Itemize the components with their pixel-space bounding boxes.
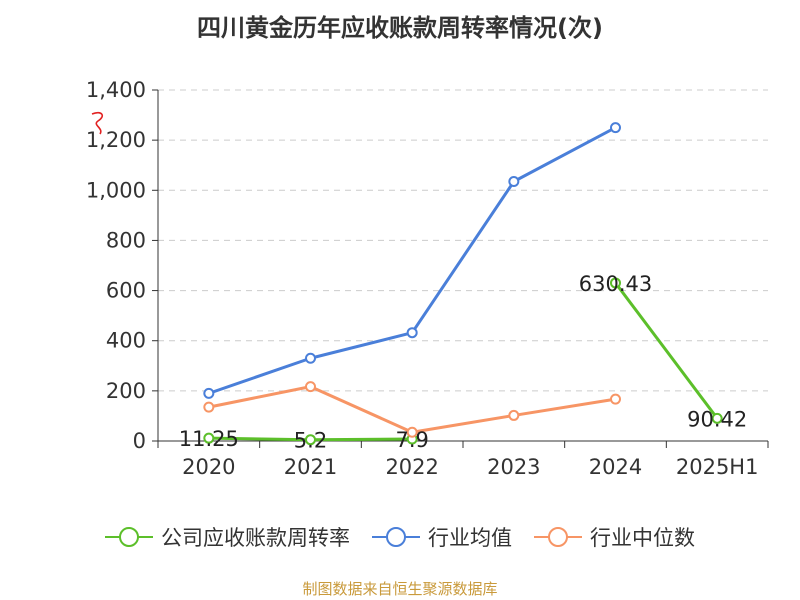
source-note: 制图数据来自恒生聚源数据库 bbox=[302, 580, 498, 598]
y-tick-label: 600 bbox=[106, 279, 146, 303]
x-tick-label: 2020 bbox=[182, 455, 235, 479]
data-point bbox=[203, 401, 215, 413]
red-scribble-mark bbox=[91, 111, 104, 135]
x-tick-label: 2021 bbox=[284, 455, 337, 479]
data-point bbox=[203, 387, 215, 399]
legend-label: 行业中位数 bbox=[590, 526, 695, 550]
data-point bbox=[305, 352, 316, 364]
data-label: 5.2 bbox=[294, 429, 327, 453]
legend-item[interactable]: 行业均值 bbox=[372, 522, 512, 552]
legend-item[interactable]: 行业中位数 bbox=[534, 522, 695, 552]
data-point bbox=[711, 412, 723, 424]
series-line bbox=[208, 385, 616, 434]
legend-label: 行业均值 bbox=[428, 526, 512, 550]
y-tick-label: 1,200 bbox=[86, 128, 146, 152]
data-labels: 11.25 5.2 7.9 630.43 90.42 bbox=[179, 272, 747, 453]
data-point bbox=[203, 432, 215, 444]
x-tick-label: 2023 bbox=[487, 455, 540, 479]
y-tick-label: 1,000 bbox=[86, 178, 146, 202]
handwritten-mark bbox=[91, 111, 104, 135]
axes: 0 200 400 600 800 1,000 1,200 1,400 2020 2021 2022… bbox=[86, 78, 769, 479]
data-label: 90.42 bbox=[687, 407, 747, 431]
series-line bbox=[614, 282, 719, 420]
y-tick-label: 400 bbox=[106, 329, 146, 353]
data-point bbox=[610, 277, 621, 289]
data-point bbox=[610, 393, 621, 405]
legend-item[interactable]: 公司应收账款周转率 bbox=[105, 522, 350, 552]
data-point bbox=[406, 426, 418, 438]
legend-swatch bbox=[534, 527, 582, 547]
x-tick-label: 2024 bbox=[589, 455, 642, 479]
data-point bbox=[508, 409, 520, 421]
legend-label: 公司应收账款周转率 bbox=[161, 526, 350, 550]
y-tick-label: 800 bbox=[106, 228, 146, 252]
series-line bbox=[208, 126, 617, 395]
data-label: 7.9 bbox=[395, 428, 428, 452]
legend-swatch bbox=[105, 527, 153, 547]
chart-title: 四川黄金历年应收账款周转率情况(次) bbox=[197, 14, 603, 42]
data-label: 11.25 bbox=[179, 427, 239, 451]
data-label: 630.43 bbox=[579, 272, 652, 296]
x-tick-label: 2022 bbox=[385, 455, 438, 479]
y-tick-label: 200 bbox=[106, 379, 146, 403]
grid-lines bbox=[158, 89, 768, 392]
data-point bbox=[610, 122, 621, 134]
y-tick-label: 0 bbox=[133, 429, 146, 453]
data-point bbox=[406, 327, 418, 339]
data-point bbox=[508, 176, 520, 188]
legend: 公司应收账款周转率 行业均值 行业中位数 bbox=[0, 520, 800, 554]
data-point bbox=[305, 434, 316, 446]
data-point bbox=[305, 381, 316, 393]
x-tick-label: 2025H1 bbox=[676, 455, 759, 479]
series-lines bbox=[203, 122, 723, 446]
y-tick-label: 1,400 bbox=[86, 78, 146, 102]
legend-swatch bbox=[372, 527, 420, 547]
